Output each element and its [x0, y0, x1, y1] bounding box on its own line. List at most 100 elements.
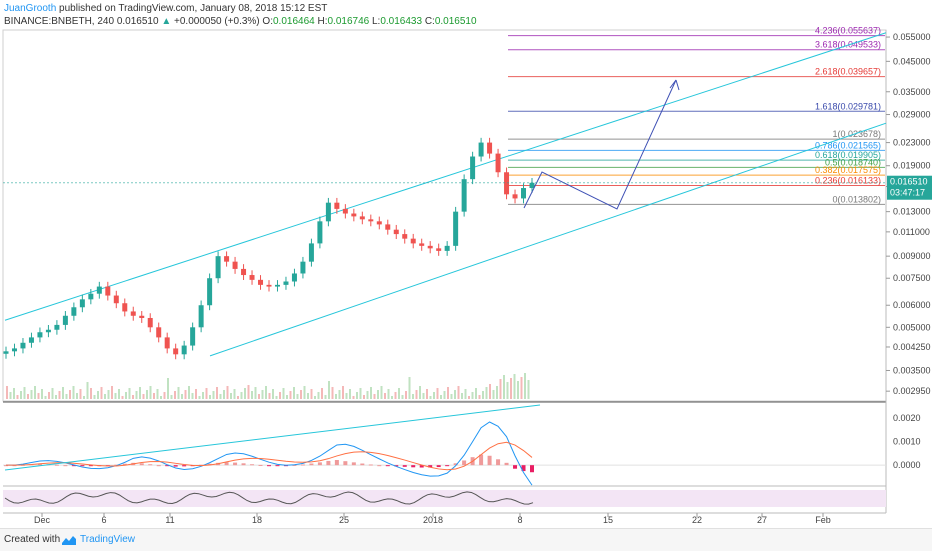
- candle-body: [274, 284, 280, 287]
- macd-tick-label: 0.0020: [893, 413, 921, 423]
- volume-bar: [93, 395, 96, 399]
- volume-bar: [363, 395, 365, 399]
- price-tick-label: 0.023000: [893, 138, 931, 148]
- macd-histogram-bar: [504, 462, 509, 466]
- volume-bar: [279, 392, 281, 399]
- volume-bar: [48, 392, 50, 399]
- low-value: 0.016433: [380, 16, 423, 27]
- volume-bar: [254, 387, 257, 399]
- symbol-name[interactable]: BINANCE:BNBETH, 240: [4, 16, 115, 27]
- volume-bar: [79, 389, 82, 399]
- candle-body: [105, 286, 111, 296]
- volume-bar: [233, 389, 236, 399]
- volume-bar: [429, 396, 432, 399]
- volume-bar: [149, 386, 152, 399]
- macd-histogram-bar: [317, 462, 322, 466]
- macd-histogram-bar: [479, 454, 484, 466]
- volume-bar: [111, 386, 113, 399]
- time-tick-label: 25: [339, 515, 349, 525]
- macd-histogram-bar: [377, 465, 382, 467]
- volume-bar: [391, 396, 393, 399]
- volume-bar: [499, 379, 502, 399]
- candle-body: [96, 286, 102, 294]
- macd-histogram-bar: [360, 463, 365, 466]
- volume-bar: [37, 393, 40, 399]
- candle-body: [359, 216, 365, 220]
- candle-body: [444, 245, 450, 251]
- last-price: 0.016510: [116, 16, 159, 27]
- candle-body: [130, 311, 136, 316]
- price-tick-label: 0.003500: [893, 365, 931, 375]
- channel-upper-line: [4, 32, 887, 321]
- candle-body: [436, 248, 442, 251]
- macd-histogram-bar: [394, 465, 399, 467]
- volume-bar: [342, 386, 344, 399]
- candle-body: [368, 219, 374, 222]
- volume-bar: [527, 380, 530, 399]
- candle-body: [224, 256, 230, 262]
- candle-body: [198, 305, 204, 328]
- macd-tick-label: 0.0000: [893, 460, 921, 470]
- high-value: 0.016746: [327, 16, 370, 27]
- candle-body: [62, 315, 68, 325]
- price-tag-countdown: 03:47:17: [890, 188, 925, 198]
- volume-bar: [23, 387, 26, 399]
- candle-body: [283, 281, 289, 285]
- volume-bar: [97, 391, 99, 399]
- volume-bar: [247, 385, 250, 399]
- volume-bar: [167, 378, 169, 399]
- price-change: +0.000050 (+0.3%): [174, 16, 260, 27]
- volume-bar: [230, 393, 232, 399]
- volume-bar: [86, 382, 89, 399]
- volume-bar: [114, 393, 117, 399]
- macd-histogram-bar: [326, 460, 331, 466]
- volume-bar: [454, 390, 456, 399]
- fib-level-label: 0.786(0.021565): [815, 140, 881, 150]
- volume-bar: [216, 387, 218, 399]
- volume-bar: [65, 394, 68, 399]
- chart-canvas[interactable]: 0.055000 0.045000 0.035000 0.029000 0.023000…: [0, 0, 932, 528]
- candle-body: [207, 278, 213, 306]
- open-value: 0.016464: [272, 16, 315, 27]
- macd-histogram-bar: [300, 464, 305, 466]
- macd-histogram-bar: [207, 463, 212, 466]
- candle-body: [173, 348, 179, 355]
- volume-bar: [107, 390, 110, 399]
- volume-bar: [240, 392, 243, 399]
- volume-bar: [401, 395, 404, 399]
- candle-body: [461, 179, 467, 212]
- fib-level-label: 2.618(0.039657): [815, 67, 881, 77]
- volume-bar: [475, 388, 477, 399]
- candle-body: [37, 332, 43, 338]
- macd-histogram-bar: [37, 464, 42, 466]
- price-tick-label: 0.013000: [893, 207, 931, 217]
- volume-bar: [163, 392, 166, 399]
- volume-bar: [146, 390, 148, 399]
- candle-body: [495, 153, 501, 173]
- candle-body: [164, 337, 170, 349]
- candle-body: [376, 221, 382, 225]
- volume-bar: [373, 394, 376, 399]
- price-tick-label: 0.019000: [893, 161, 931, 171]
- macd-histogram-bar: [165, 465, 170, 467]
- open-label: O:: [262, 16, 273, 27]
- volume-bar: [219, 394, 222, 399]
- macd-histogram-bar: [453, 463, 458, 466]
- price-tick-label: 0.009000: [893, 251, 931, 261]
- time-tick-label: Dec: [34, 515, 51, 525]
- volume-bar: [90, 388, 92, 399]
- tradingview-brand-link[interactable]: TradingView: [80, 534, 136, 545]
- volume-bar: [212, 391, 215, 399]
- macd-histogram-bar: [80, 465, 85, 467]
- macd-histogram-bar: [428, 465, 433, 468]
- volume-bar: [202, 392, 204, 399]
- author-link[interactable]: JuanGrooth: [4, 3, 57, 14]
- candle-body: [156, 327, 162, 338]
- candle-body: [54, 324, 60, 330]
- volume-bar: [436, 388, 439, 399]
- volume-bar: [307, 393, 309, 399]
- tradingview-logo-icon[interactable]: [61, 533, 77, 551]
- volume-bar: [513, 374, 516, 399]
- volume-bar: [282, 388, 285, 399]
- price-tick-label: 0.007500: [893, 273, 931, 283]
